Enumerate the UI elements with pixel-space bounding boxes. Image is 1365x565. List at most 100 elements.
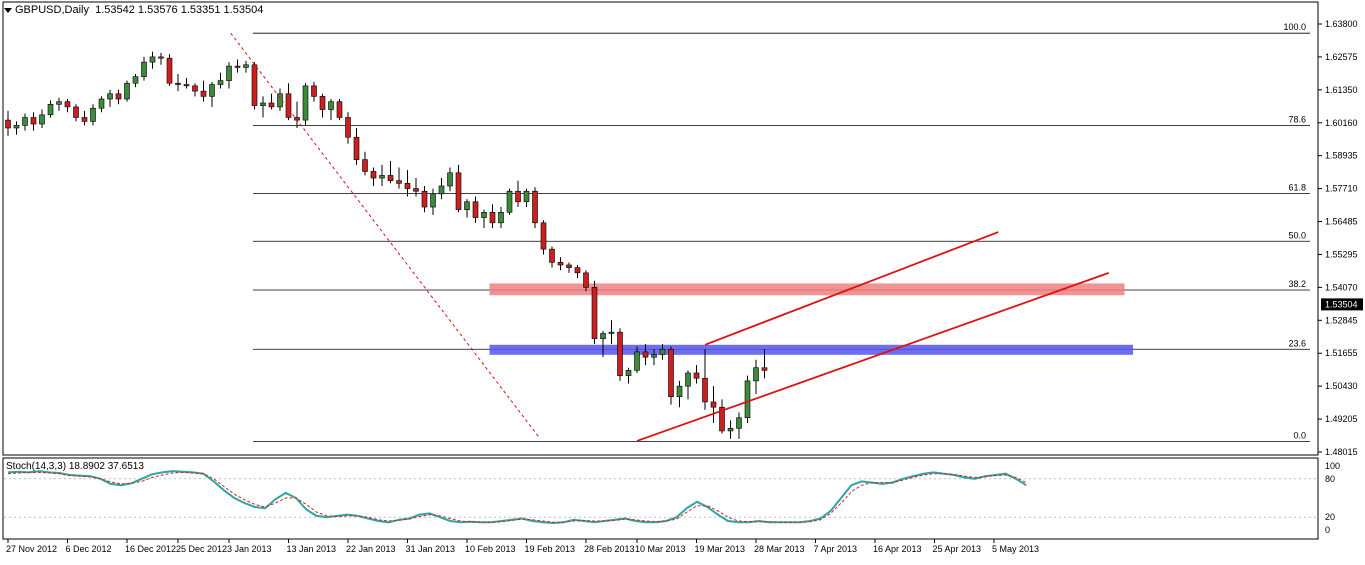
x-tick-label: 19 Mar 2013	[695, 544, 746, 554]
fib-level-label: 100.0	[1283, 22, 1306, 32]
candle-body	[192, 85, 198, 92]
trendlines-layer	[230, 32, 1110, 442]
candle-body	[710, 401, 717, 408]
candle-body	[523, 190, 530, 203]
candle-body	[328, 101, 334, 110]
candle-body	[557, 262, 564, 266]
x-tick-label: 31 Jan 2013	[406, 544, 456, 554]
x-tick-label: 10 Mar 2013	[635, 544, 686, 554]
candle-body	[515, 190, 521, 203]
candle-body	[761, 367, 768, 371]
candle-body	[676, 385, 683, 397]
y-tick-label: 1.62575	[1325, 52, 1358, 62]
candle-body	[506, 190, 513, 213]
y-tick-label: 1.48015	[1325, 447, 1358, 457]
y-tick-label: 1.52845	[1325, 315, 1358, 325]
candle-body	[430, 193, 436, 208]
fib-level-label: 50.0	[1288, 230, 1306, 240]
candle-body	[404, 183, 411, 189]
main-panel-frame	[2, 1, 1319, 456]
candle-body	[13, 125, 20, 129]
candle-body	[107, 93, 113, 100]
stoch-panel-frame	[2, 457, 1319, 540]
fib-level-label: 0.0	[1293, 430, 1306, 440]
current-price-label: 1.53504	[1325, 299, 1358, 309]
y-tick-label: 1.57710	[1325, 184, 1358, 194]
stoch-main-line	[7, 470, 1027, 525]
candle-body	[200, 90, 207, 97]
candle-body	[489, 211, 496, 224]
candle-body	[285, 93, 292, 118]
y-tick-label: 1.60160	[1325, 118, 1358, 128]
candle-body	[396, 180, 402, 184]
candle-body	[73, 106, 79, 118]
candle-body	[591, 287, 598, 340]
candle-body	[345, 117, 351, 138]
x-tick-label: 16 Apr 2013	[873, 544, 922, 554]
fib-level-label: 38.2	[1288, 279, 1306, 289]
candle-body	[22, 117, 28, 126]
candle-body	[175, 82, 181, 85]
candle-body	[149, 56, 156, 63]
candle-body	[481, 211, 487, 218]
y-tick-label: 1.51655	[1325, 348, 1358, 358]
candle-body	[353, 136, 360, 160]
candle-body	[319, 96, 326, 110]
candle-body	[98, 98, 105, 109]
x-tick-label: 5 May 2013	[992, 544, 1039, 554]
candle-body	[158, 56, 164, 59]
symbol-label: GBPUSD,Daily	[15, 4, 89, 16]
candle-body	[659, 348, 666, 355]
candle-body	[260, 102, 266, 106]
y-tick-label: 1.63800	[1325, 19, 1358, 29]
x-tick-label: 19 Feb 2013	[525, 544, 576, 554]
candle-body	[183, 84, 190, 87]
candles-layer	[5, 51, 768, 439]
candle-body	[56, 101, 62, 105]
candle-body	[447, 172, 453, 187]
candle-body	[472, 201, 479, 218]
candle-body	[532, 190, 538, 224]
candle-body	[5, 119, 11, 129]
candle-body	[455, 172, 462, 210]
x-axis-layer: 27 Nov 2012 6 Dec 2012 16 Dec 2012 25 Dec 2…	[6, 539, 1039, 554]
candle-body	[243, 64, 249, 68]
candle-body	[81, 117, 88, 122]
y-tick-label: 1.61350	[1325, 85, 1358, 95]
y-tick-label: 1.49205	[1325, 414, 1358, 424]
y-axis-layer: 1.63800 1.62575 1.61350 1.60160 1.58935 1.577…	[1318, 19, 1363, 457]
x-tick-label: 13 Jan 2013	[287, 544, 337, 554]
candle-body	[30, 117, 37, 125]
candle-body	[498, 211, 504, 224]
dropdown-triangle-icon[interactable]	[4, 7, 12, 13]
stoch-signal-line	[7, 471, 1027, 523]
candle-body	[268, 102, 275, 108]
candle-body	[549, 248, 555, 263]
stochastic-layer: 100 80 20 0	[4, 461, 1340, 535]
candle-body	[251, 64, 258, 106]
candle-body	[132, 76, 139, 84]
candle-body	[421, 190, 428, 208]
x-tick-label: 10 Feb 2013	[465, 544, 516, 554]
candle-body	[217, 80, 224, 85]
stoch-tick-label: 0	[1325, 525, 1330, 535]
fib-level-label: 61.8	[1288, 183, 1306, 193]
candle-body	[617, 331, 623, 376]
current-price-box	[1321, 298, 1363, 311]
candle-body	[141, 61, 147, 77]
candle-body	[540, 222, 547, 250]
fib-level-label: 78.6	[1288, 114, 1306, 124]
candle-body	[47, 103, 54, 116]
x-tick-label: 3 Jan 2013	[227, 544, 272, 554]
resistance-zone	[489, 283, 1125, 296]
candle-body	[39, 114, 45, 125]
x-tick-label: 27 Nov 2012	[6, 544, 57, 554]
candle-body	[668, 348, 674, 397]
candle-body	[234, 65, 241, 68]
candle-body	[311, 85, 317, 97]
x-tick-label: 25 Dec 2012	[176, 544, 227, 554]
candle-body	[651, 354, 657, 358]
candle-body	[693, 372, 700, 379]
candle-body	[124, 82, 130, 100]
